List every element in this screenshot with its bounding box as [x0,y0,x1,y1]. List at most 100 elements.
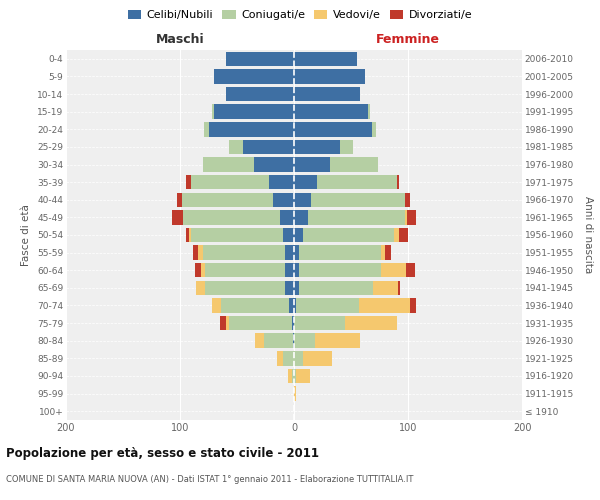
Bar [314,334,360,348]
Bar [317,175,397,190]
Bar [196,280,205,295]
Bar [205,280,285,295]
Bar [399,228,408,242]
Bar [195,263,200,278]
Bar [274,192,294,207]
Bar [186,228,189,242]
Text: Femmine: Femmine [376,34,440,46]
Bar [226,316,229,330]
Bar [397,175,399,190]
Bar [182,192,274,207]
Bar [265,334,293,348]
Bar [294,368,296,383]
Bar [294,69,365,84]
Bar [385,246,391,260]
Bar [280,210,294,224]
Bar [269,175,294,190]
Bar [294,228,303,242]
Bar [371,122,376,136]
Bar [172,210,184,224]
Bar [294,104,368,119]
Bar [294,298,296,312]
Text: Popolazione per età, sesso e stato civile - 2011: Popolazione per età, sesso e stato civil… [6,448,319,460]
Bar [226,52,294,66]
Bar [191,228,283,242]
Bar [294,263,299,278]
Bar [294,280,299,295]
Bar [289,368,292,383]
Bar [292,316,294,330]
Bar [285,246,294,260]
Bar [294,386,296,401]
Bar [394,228,399,242]
Bar [294,334,314,348]
Bar [205,263,285,278]
Bar [176,192,182,207]
Bar [340,140,353,154]
Bar [191,175,269,190]
Bar [346,316,397,330]
Text: Maschi: Maschi [155,34,205,46]
Bar [296,298,359,312]
Bar [254,158,294,172]
Bar [407,210,416,224]
Bar [229,140,242,154]
Bar [404,192,410,207]
Bar [368,104,370,119]
Bar [203,246,285,260]
Bar [209,122,294,136]
Bar [293,334,294,348]
Bar [398,280,400,295]
Bar [373,280,398,295]
Bar [283,351,294,366]
Bar [229,316,292,330]
Bar [294,192,311,207]
Bar [184,210,280,224]
Bar [296,368,310,383]
Bar [292,368,294,383]
Bar [242,140,294,154]
Bar [285,280,294,295]
Bar [294,316,346,330]
Bar [212,298,221,312]
Bar [331,158,379,172]
Bar [294,210,308,224]
Bar [214,104,294,119]
Bar [203,158,254,172]
Bar [380,263,406,278]
Bar [193,246,198,260]
Bar [294,158,331,172]
Bar [186,175,191,190]
Bar [283,228,294,242]
Bar [255,334,265,348]
Bar [198,246,203,260]
Bar [303,351,332,366]
Bar [299,263,380,278]
Bar [410,298,416,312]
Bar [226,87,294,102]
Legend: Celibi/Nubili, Coniugati/e, Vedovi/e, Divorziati/e: Celibi/Nubili, Coniugati/e, Vedovi/e, Di… [124,6,476,25]
Bar [311,192,404,207]
Y-axis label: Fasce di età: Fasce di età [22,204,31,266]
Bar [299,280,373,295]
Bar [221,298,289,312]
Bar [294,140,340,154]
Bar [294,122,371,136]
Bar [200,263,205,278]
Bar [406,263,415,278]
Bar [289,298,294,312]
Bar [308,210,404,224]
Bar [294,87,360,102]
Bar [404,210,407,224]
Bar [277,351,283,366]
Bar [189,228,191,242]
Bar [299,246,380,260]
Bar [220,316,226,330]
Bar [380,246,385,260]
Y-axis label: Anni di nascita: Anni di nascita [583,196,593,274]
Bar [294,246,299,260]
Bar [214,69,294,84]
Bar [212,104,214,119]
Bar [204,122,209,136]
Bar [294,52,356,66]
